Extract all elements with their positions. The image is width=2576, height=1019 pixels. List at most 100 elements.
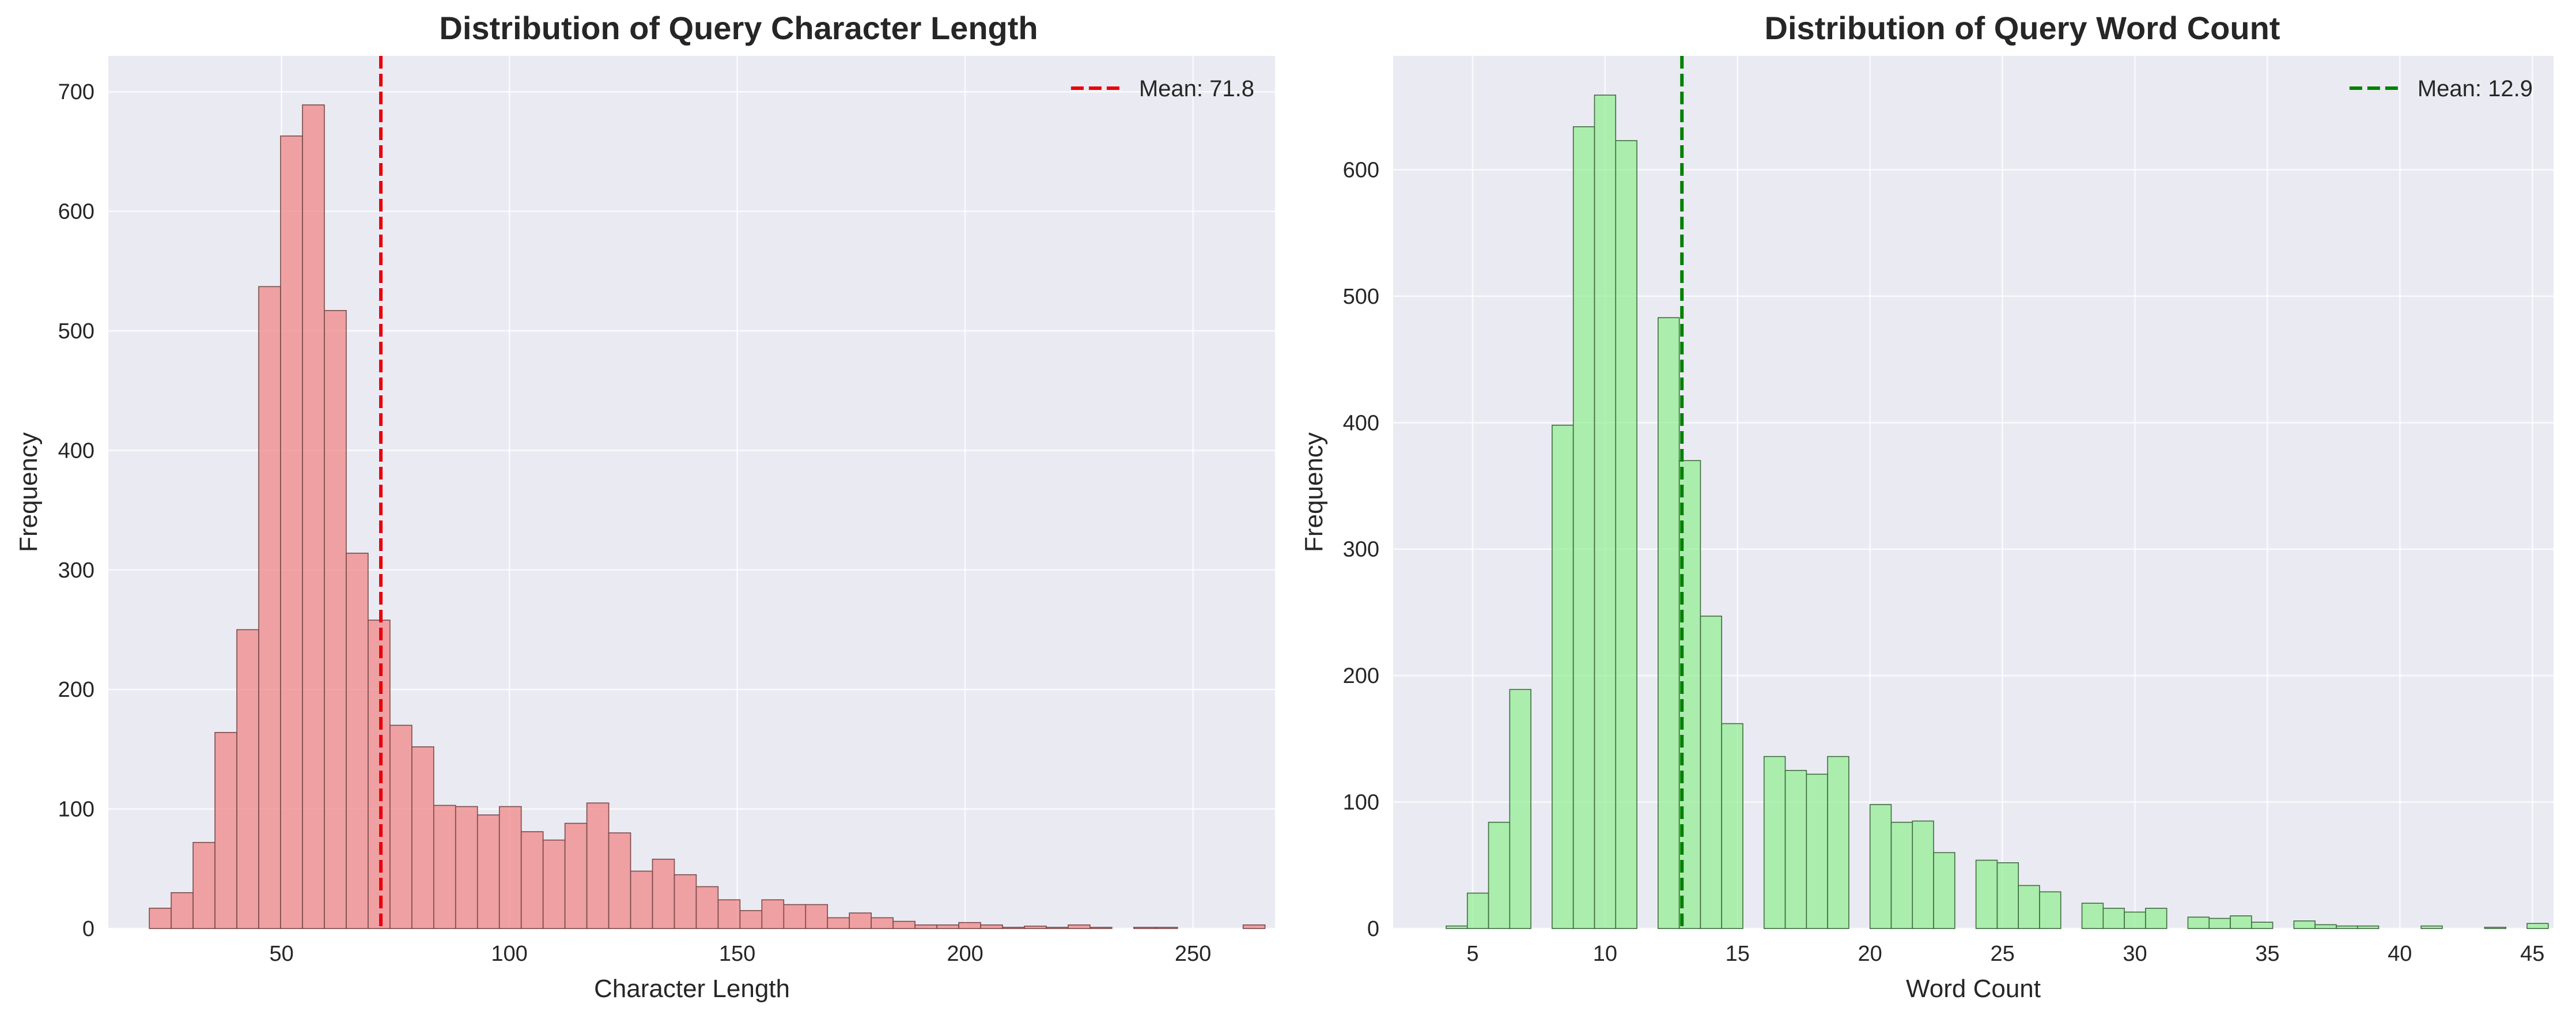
y-tick-label: 500 bbox=[1343, 285, 1379, 309]
histogram-bar bbox=[914, 924, 937, 929]
y-tick-label: 600 bbox=[58, 200, 94, 224]
histogram-bar bbox=[1552, 424, 1574, 929]
histogram-bar bbox=[2336, 925, 2358, 929]
histogram-bar bbox=[1594, 95, 1617, 929]
histogram-bar bbox=[936, 924, 959, 929]
x-tick-label: 15 bbox=[1726, 942, 1750, 966]
x-tick-label: 20 bbox=[1858, 942, 1882, 966]
histogram-bar bbox=[258, 286, 281, 929]
chart-title: Distribution of Query Word Count bbox=[1765, 10, 2280, 46]
x-tick-label: 45 bbox=[2520, 942, 2544, 966]
histogram-bar bbox=[783, 904, 807, 929]
y-axis-label: Frequency bbox=[1300, 432, 1328, 552]
histogram-bar bbox=[1090, 927, 1113, 929]
histogram-bar bbox=[2230, 915, 2252, 929]
histogram-bar bbox=[2526, 923, 2549, 929]
histogram-bar bbox=[2187, 916, 2210, 929]
histogram-bar bbox=[411, 746, 434, 929]
histogram-bar bbox=[1658, 317, 1680, 929]
histogram-bar bbox=[1975, 859, 1998, 929]
histogram-bar bbox=[2124, 911, 2146, 929]
histogram-bar bbox=[1155, 927, 1178, 929]
histogram-bar bbox=[2293, 920, 2316, 929]
y-tick-label: 100 bbox=[58, 798, 94, 822]
histogram-bar bbox=[2420, 925, 2443, 929]
histogram-bar bbox=[455, 806, 478, 929]
histogram-bar bbox=[389, 724, 413, 929]
histogram-bar bbox=[214, 732, 237, 929]
word-count-histogram: 5 10 15 20 25 30 35 40 45 0 100 200 300 400 500 600 Dist… bbox=[1300, 10, 2554, 1003]
legend-label: Mean: 71.8 bbox=[1139, 76, 1254, 101]
histogram-bar bbox=[1615, 140, 1637, 929]
histogram-bar bbox=[1446, 925, 1468, 929]
histogram-bar bbox=[1869, 804, 1892, 929]
y-tick-label: 400 bbox=[58, 439, 94, 463]
y-tick-label: 0 bbox=[1367, 917, 1379, 941]
y-tick-label: 400 bbox=[1343, 411, 1379, 435]
y-tick-label: 300 bbox=[1343, 538, 1379, 562]
histogram-bar bbox=[849, 912, 872, 929]
y-tick-label: 200 bbox=[58, 678, 94, 702]
histogram-bar bbox=[695, 886, 719, 929]
histogram-bar bbox=[476, 814, 500, 929]
histogram-bar bbox=[1912, 820, 1934, 929]
histogram-bar bbox=[1700, 616, 1722, 929]
character-length-histogram: 50 100 150 200 250 0 100 200 300 400 500 600 700 Dist… bbox=[14, 10, 1275, 1003]
histogram-bar bbox=[630, 870, 653, 929]
histogram-bar bbox=[280, 135, 303, 929]
histogram-bar bbox=[1242, 924, 1266, 929]
histogram-bar bbox=[892, 920, 916, 929]
histogram-bar bbox=[608, 832, 631, 929]
y-axis-label: Frequency bbox=[14, 432, 43, 552]
histogram-bar bbox=[236, 629, 259, 929]
histogram-bar bbox=[1784, 769, 1807, 929]
histogram-bar bbox=[302, 104, 325, 929]
y-tick-label: 0 bbox=[82, 917, 94, 941]
x-tick-label: 35 bbox=[2255, 942, 2279, 966]
x-tick-label: 40 bbox=[2388, 942, 2412, 966]
histogram-bar bbox=[1068, 924, 1091, 929]
histogram-bar bbox=[958, 922, 981, 929]
histogram-bar bbox=[652, 858, 675, 929]
histogram-bar bbox=[324, 310, 347, 929]
histogram-bar bbox=[1827, 756, 1849, 929]
histogram-bar bbox=[1466, 892, 1489, 929]
histogram-bar bbox=[2208, 918, 2231, 929]
x-tick-label: 100 bbox=[491, 942, 527, 966]
histogram-bar bbox=[1002, 927, 1025, 929]
histogram-bar bbox=[368, 620, 391, 929]
histogram-bar bbox=[980, 924, 1003, 929]
histogram-bar bbox=[149, 907, 172, 929]
histogram-bar bbox=[674, 874, 697, 929]
histogram-bar bbox=[2102, 908, 2125, 929]
y-tick-label: 100 bbox=[1343, 791, 1379, 815]
histogram-bar bbox=[1024, 926, 1047, 929]
histogram-bar bbox=[1806, 773, 1828, 929]
histogram-bar bbox=[2145, 908, 2168, 929]
x-axis-label: Character Length bbox=[594, 975, 790, 1003]
histogram-bar bbox=[2356, 925, 2380, 929]
histogram-bar bbox=[805, 904, 829, 929]
histogram-bar bbox=[2484, 927, 2507, 929]
histogram-bar bbox=[2314, 924, 2337, 929]
histogram-bar bbox=[498, 806, 522, 929]
histogram-bar bbox=[1572, 126, 1595, 929]
y-tick-label: 300 bbox=[58, 558, 94, 583]
x-tick-label: 250 bbox=[1175, 942, 1211, 966]
chart-title: Distribution of Query Character Length bbox=[439, 10, 1038, 46]
histogram-bar bbox=[1046, 927, 1069, 929]
histogram-bar bbox=[564, 822, 588, 929]
histogram-bar bbox=[586, 802, 610, 929]
histogram-bar bbox=[1721, 723, 1743, 929]
x-tick-label: 150 bbox=[719, 942, 755, 966]
histogram-bar bbox=[1933, 852, 1955, 929]
x-tick-label: 25 bbox=[1990, 942, 2014, 966]
histogram-bar bbox=[520, 831, 544, 929]
x-axis-label: Word Count bbox=[1906, 975, 2041, 1003]
histogram-bar bbox=[433, 805, 456, 929]
histogram-bar bbox=[717, 899, 741, 929]
y-tick-label: 200 bbox=[1343, 664, 1379, 688]
histogram-bar bbox=[346, 552, 369, 929]
histogram-bar bbox=[1890, 821, 1913, 929]
